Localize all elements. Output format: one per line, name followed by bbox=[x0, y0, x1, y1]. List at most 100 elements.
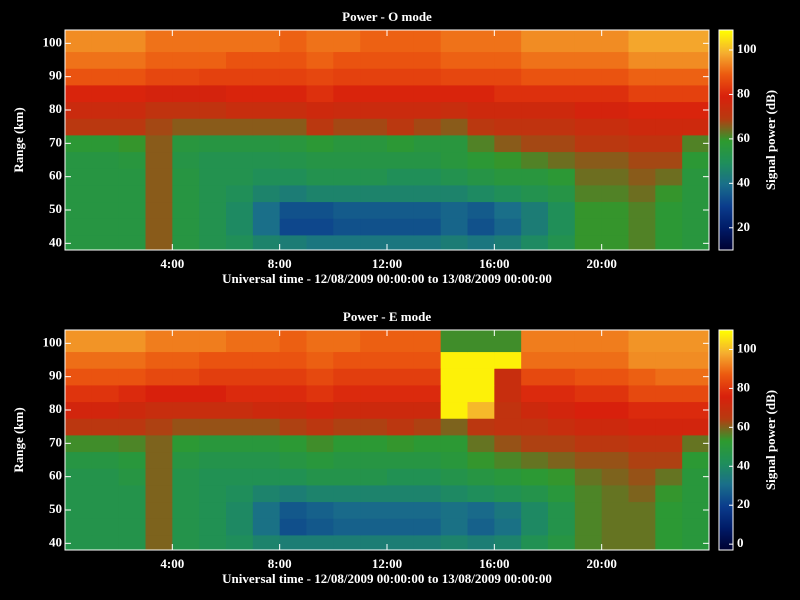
heatmap-cell bbox=[494, 468, 522, 486]
colorbar-step bbox=[719, 342, 733, 345]
colorbar-step bbox=[719, 56, 733, 59]
colorbar-step bbox=[719, 100, 733, 103]
heatmap-cell bbox=[145, 135, 173, 153]
heatmap-cell bbox=[199, 418, 227, 436]
y-tick-label: 90 bbox=[49, 368, 62, 383]
heatmap-cell bbox=[467, 218, 495, 236]
heatmap-cell bbox=[440, 151, 468, 169]
colorbar-step bbox=[719, 538, 733, 541]
heatmap-cell bbox=[226, 85, 254, 103]
heatmap-cell bbox=[387, 151, 415, 169]
heatmap-cell bbox=[655, 435, 683, 453]
heatmap-cell bbox=[279, 330, 307, 353]
colorbar-step bbox=[719, 344, 733, 347]
heatmap-cell bbox=[306, 501, 334, 519]
colorbar-step bbox=[719, 128, 733, 131]
heatmap-cell bbox=[360, 485, 388, 503]
colorbar-step bbox=[719, 36, 733, 39]
heatmap-cell bbox=[91, 218, 120, 236]
heatmap-cell bbox=[333, 368, 361, 386]
heatmap-cell bbox=[548, 418, 576, 436]
colorbar-step bbox=[719, 364, 733, 367]
heatmap-cell bbox=[226, 451, 254, 469]
heatmap-cell bbox=[655, 330, 683, 353]
colorbar-step bbox=[719, 234, 733, 237]
heatmap-cell bbox=[574, 168, 603, 186]
heatmap-cell bbox=[682, 330, 710, 353]
heatmap-cell bbox=[199, 435, 227, 453]
heatmap-cell bbox=[655, 535, 683, 551]
heatmap-cell bbox=[387, 135, 415, 153]
heatmap-cell bbox=[252, 485, 281, 503]
heatmap-cell bbox=[333, 385, 361, 403]
heatmap-cell bbox=[601, 435, 629, 453]
heatmap-cell bbox=[226, 485, 254, 503]
heatmap-cell bbox=[413, 185, 442, 203]
heatmap-cell bbox=[91, 235, 120, 251]
heatmap-cell bbox=[467, 85, 495, 103]
heatmap-cell bbox=[682, 118, 710, 136]
heatmap-cell bbox=[252, 451, 281, 469]
heatmap-cell bbox=[172, 118, 200, 136]
heatmap-cell bbox=[306, 201, 334, 219]
heatmap-cell bbox=[574, 201, 603, 219]
colorbar-step bbox=[719, 424, 733, 427]
heatmap-cell bbox=[413, 135, 442, 153]
heatmap-cell bbox=[574, 68, 603, 86]
heatmap-cell bbox=[655, 151, 683, 169]
heatmap-cell bbox=[682, 168, 710, 186]
colorbar-step bbox=[719, 50, 733, 53]
heatmap-cell bbox=[91, 101, 120, 119]
heatmap-cell bbox=[252, 85, 281, 103]
heatmap-cell bbox=[145, 485, 173, 503]
heatmap-cell bbox=[306, 435, 334, 453]
heatmap-cell bbox=[118, 68, 146, 86]
colorbar-step bbox=[719, 466, 733, 469]
colorbar-step bbox=[719, 90, 733, 93]
colorbar-step bbox=[719, 514, 733, 517]
colorbar-step bbox=[719, 80, 733, 83]
colorbar-step bbox=[719, 200, 733, 203]
heatmap-cell bbox=[226, 468, 254, 486]
heatmap-cell bbox=[574, 485, 603, 503]
heatmap-cell bbox=[91, 135, 120, 153]
colorbar-tick-label: 0 bbox=[737, 535, 744, 550]
heatmap-cell bbox=[199, 235, 227, 251]
colorbar-step bbox=[719, 516, 733, 519]
heatmap-cell bbox=[172, 518, 200, 536]
heatmap-cell bbox=[279, 451, 307, 469]
heatmap-cell bbox=[91, 168, 120, 186]
heatmap-cell bbox=[91, 68, 120, 86]
colorbar-step bbox=[719, 496, 733, 499]
heatmap-cell bbox=[252, 68, 281, 86]
heatmap-cell bbox=[226, 118, 254, 136]
heatmap-cell bbox=[226, 101, 254, 119]
heatmap-cell bbox=[628, 235, 656, 251]
heatmap-cell bbox=[413, 451, 442, 469]
heatmap-cell bbox=[252, 51, 281, 69]
colorbar-step bbox=[719, 398, 733, 401]
heatmap-cell bbox=[279, 435, 307, 453]
heatmap-cell bbox=[172, 351, 200, 369]
colorbar-step bbox=[719, 480, 733, 483]
heatmap-cell bbox=[226, 435, 254, 453]
heatmap-cell bbox=[682, 201, 710, 219]
colorbar-step bbox=[719, 98, 733, 101]
colorbar-step bbox=[719, 390, 733, 393]
heatmap-cell bbox=[494, 101, 522, 119]
colorbar-step bbox=[719, 520, 733, 523]
x-tick-label: 4:00 bbox=[160, 556, 184, 571]
heatmap-cell bbox=[226, 330, 254, 353]
heatmap-cell bbox=[199, 101, 227, 119]
heatmap-cell bbox=[387, 101, 415, 119]
colorbar-step bbox=[719, 146, 733, 149]
heatmap-cell bbox=[494, 451, 522, 469]
heatmap-cell bbox=[252, 151, 281, 169]
heatmap-cell bbox=[655, 351, 683, 369]
heatmap-cell bbox=[494, 218, 522, 236]
heatmap-cell bbox=[360, 351, 388, 369]
y-tick-label: 100 bbox=[43, 334, 63, 349]
heatmap-cell bbox=[199, 468, 227, 486]
heatmap-cell bbox=[548, 201, 576, 219]
colorbar-step bbox=[719, 380, 733, 383]
